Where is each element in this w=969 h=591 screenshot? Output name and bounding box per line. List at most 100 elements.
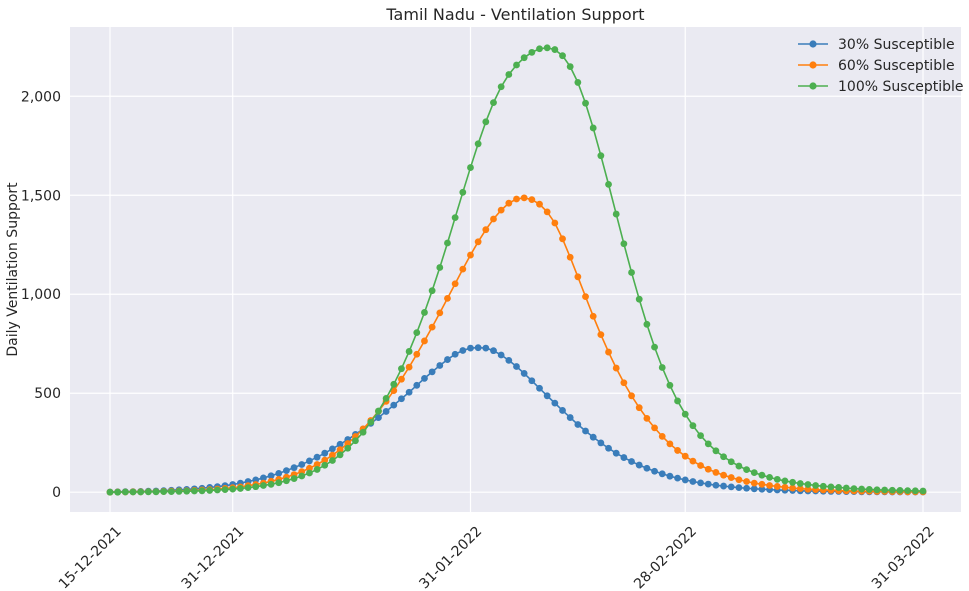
data-point [313, 453, 321, 461]
data-point [605, 348, 612, 356]
data-point [559, 407, 566, 414]
data-point [290, 475, 298, 482]
data-point [520, 54, 528, 62]
x-axis-ticks: 15-12-2021 31-12-2021 31-01-2022 28-02-2022… [56, 523, 938, 591]
data-point [336, 446, 344, 454]
data-point [766, 482, 773, 489]
data-point [605, 180, 612, 188]
data-point [329, 457, 336, 464]
data-point [727, 474, 735, 481]
y-tick-label: 500 [34, 386, 61, 402]
data-point [597, 152, 605, 160]
data-point [398, 375, 405, 383]
data-point [743, 484, 750, 492]
data-point [681, 452, 689, 460]
data-point [421, 374, 428, 382]
data-point [658, 364, 666, 371]
data-point [758, 480, 766, 488]
data-point [129, 488, 137, 496]
data-point [789, 478, 797, 486]
data-point [612, 210, 620, 218]
data-point [735, 462, 743, 470]
data-point [666, 440, 674, 448]
data-point [482, 226, 490, 234]
data-point [321, 456, 329, 464]
data-point [704, 440, 712, 448]
data-point [904, 487, 912, 495]
data-point [306, 469, 313, 477]
data-point [306, 464, 313, 472]
data-point [781, 477, 789, 485]
data-point [566, 63, 574, 70]
data-point [643, 414, 651, 422]
y-axis-ticks: 0 500 1,000 1,500 2,000 [21, 89, 61, 501]
data-point [750, 479, 758, 487]
data-point [758, 485, 766, 493]
data-point [137, 488, 145, 496]
data-point [589, 124, 597, 132]
data-point [635, 295, 643, 303]
x-tick-label: 31-03-2022 [869, 523, 938, 591]
data-point [551, 219, 559, 227]
data-point [229, 485, 237, 493]
data-point [781, 483, 789, 491]
data-point [536, 200, 543, 208]
x-tick-label: 31-01-2022 [416, 523, 485, 591]
data-point [213, 486, 221, 494]
data-point [697, 432, 704, 439]
data-point [336, 440, 344, 448]
legend-label: 60% Susceptible [838, 58, 955, 74]
data-point [651, 467, 658, 475]
grid-lines [70, 27, 961, 512]
legend: 30% Susceptible 60% Susceptible 100% Susce… [798, 37, 964, 95]
data-point [474, 344, 482, 352]
data-point [306, 457, 313, 465]
data-point [612, 364, 620, 372]
data-point [835, 484, 843, 491]
data-point [428, 287, 436, 295]
y-tick-label: 1,000 [21, 287, 61, 303]
data-point [451, 350, 459, 358]
data-point [405, 363, 413, 371]
data-point [520, 370, 528, 377]
data-point [819, 482, 827, 490]
data-point [605, 444, 612, 452]
data-point [528, 196, 536, 204]
data-point [175, 488, 183, 495]
x-tick-label: 31-12-2021 [179, 523, 248, 591]
data-point [344, 440, 352, 447]
data-point [206, 487, 214, 494]
data-point [804, 481, 812, 488]
data-point [267, 480, 275, 488]
data-point [467, 164, 474, 171]
data-point [612, 449, 620, 457]
data-point [582, 99, 589, 107]
data-point [421, 337, 428, 345]
data-point [643, 320, 651, 328]
data-point [873, 486, 881, 494]
data-point [796, 480, 804, 487]
data-point [421, 309, 428, 316]
data-point [528, 48, 536, 56]
data-point [881, 486, 889, 494]
data-point [505, 71, 513, 78]
data-point [329, 445, 336, 453]
data-point [513, 363, 520, 370]
data-point [244, 484, 252, 492]
data-point [298, 472, 306, 480]
data-point [352, 437, 359, 445]
data-point [329, 451, 336, 459]
data-point [398, 365, 405, 373]
data-point [260, 474, 267, 482]
data-point [413, 350, 421, 358]
data-point [559, 52, 566, 60]
data-point [451, 214, 459, 222]
data-point [436, 362, 444, 369]
data-point [444, 356, 451, 363]
data-point [260, 482, 267, 489]
plot-background [70, 27, 961, 512]
data-point [827, 483, 835, 491]
data-point [543, 44, 551, 52]
data-point [359, 428, 367, 436]
